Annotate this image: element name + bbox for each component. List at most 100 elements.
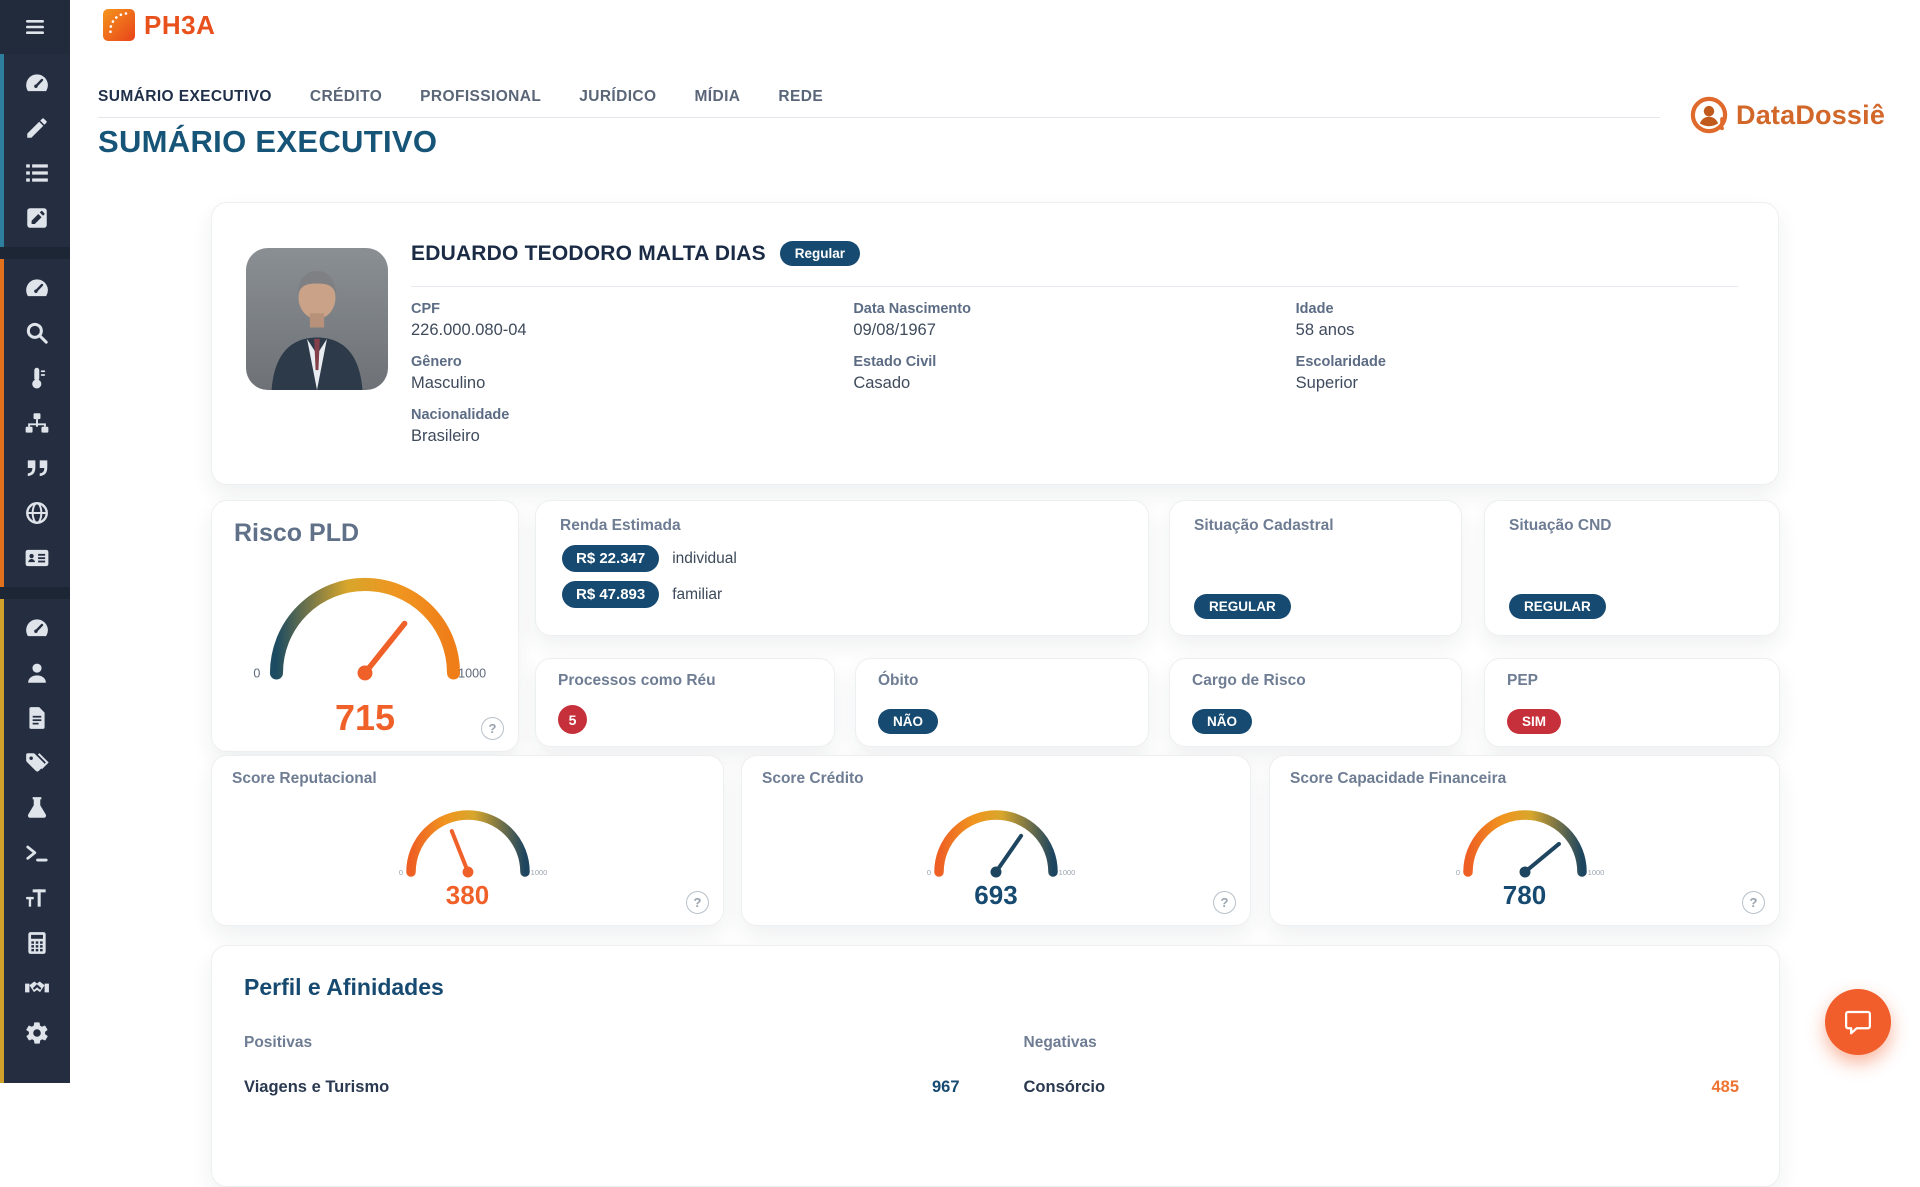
sidebar-item-terminal[interactable] xyxy=(22,839,52,867)
menu-button[interactable] xyxy=(0,0,70,54)
person-status-badge: Regular xyxy=(779,241,861,266)
pep-card: PEP SIM xyxy=(1484,658,1780,747)
processos-reu-count: 5 xyxy=(558,705,587,734)
processos-reu-title: Processos como Réu xyxy=(558,672,716,689)
datadossie-logo: DataDossiê xyxy=(1688,94,1885,136)
ph3a-logo[interactable]: PH3A xyxy=(102,8,215,42)
sidebar-item-dashboard[interactable] xyxy=(22,69,52,97)
score-capacidade-financeira-gauge: 0 1000 xyxy=(1455,810,1604,878)
perfil-afinidades-card: Perfil e Afinidades Positivas Viagens e … xyxy=(211,945,1780,1187)
sidebar-group-1 xyxy=(0,54,70,247)
svg-text:0: 0 xyxy=(1455,868,1459,877)
cargo-risco-title: Cargo de Risco xyxy=(1192,672,1306,689)
renda-familiar-amount: R$ 47.893 xyxy=(562,581,660,608)
sidebar-item-thermometer[interactable] xyxy=(22,364,52,392)
hamburger-icon xyxy=(26,20,44,34)
person-photo xyxy=(246,248,388,390)
sidebar-item-dashboard-2[interactable] xyxy=(22,274,52,302)
sidebar-item-sitemap[interactable] xyxy=(22,409,52,437)
section-tabs: SUMÁRIO EXECUTIVO CRÉDITO PROFISSIONAL J… xyxy=(98,88,823,106)
sidebar-item-dashboard-3[interactable] xyxy=(22,614,52,642)
help-icon[interactable]: ? xyxy=(1213,891,1236,914)
tags-icon xyxy=(26,753,49,772)
person-fields: CPF 226.000.080-04 Data Nascimento 09/08… xyxy=(411,301,1738,446)
help-icon[interactable]: ? xyxy=(481,717,504,740)
page-title: SUMÁRIO EXECUTIVO xyxy=(98,124,438,159)
svg-text:1000: 1000 xyxy=(1587,868,1604,877)
negativas-header: Negativas xyxy=(1023,1034,1097,1051)
sidebar-item-text-size[interactable] xyxy=(22,884,52,912)
thermometer-icon xyxy=(32,367,46,389)
sidebar-divider xyxy=(0,587,70,599)
renda-individual-amount: R$ 22.347 xyxy=(562,545,660,572)
renda-familiar-row: R$ 47.893 familiar xyxy=(562,581,737,608)
tab-juridico[interactable]: JURÍDICO xyxy=(579,88,657,105)
score-reputacional-gauge: 0 1000 xyxy=(398,810,547,878)
sidebar-item-handshake[interactable] xyxy=(22,974,52,1002)
chat-button[interactable] xyxy=(1825,989,1891,1055)
list-icon xyxy=(26,164,48,182)
situacao-cadastral-badge: REGULAR xyxy=(1194,594,1291,619)
risco-pld-value: 715 xyxy=(334,697,396,738)
sidebar-item-globe[interactable] xyxy=(22,499,52,527)
sidebar-item-tags[interactable] xyxy=(22,749,52,777)
person-divider xyxy=(411,286,1738,287)
sidebar-item-document[interactable] xyxy=(22,704,52,732)
perfil-afinidades-title: Perfil e Afinidades xyxy=(244,974,444,1000)
tab-sumario-executivo[interactable]: SUMÁRIO EXECUTIVO xyxy=(98,88,272,105)
svg-text:0: 0 xyxy=(253,667,260,681)
pep-title: PEP xyxy=(1507,672,1539,689)
sidebar-group-3 xyxy=(0,599,70,1083)
sidebar-item-id-card[interactable] xyxy=(22,544,52,572)
help-icon[interactable]: ? xyxy=(686,891,709,914)
dashboard-icon xyxy=(26,619,48,637)
quotes-icon xyxy=(27,460,48,477)
risco-pld-card: Risco PLD 0 1000 715 ? xyxy=(211,500,519,752)
gauge-needle xyxy=(449,829,473,878)
situacao-cadastral-card: Situação Cadastral REGULAR xyxy=(1169,500,1462,636)
tab-profissional[interactable]: PROFISSIONAL xyxy=(420,88,542,105)
sidebar-item-note-edit[interactable] xyxy=(22,204,52,232)
sidebar-item-calculator[interactable] xyxy=(22,929,52,957)
note-edit-icon xyxy=(27,208,47,228)
sidebar-item-quotes[interactable] xyxy=(22,454,52,482)
obito-card: Óbito NÃO xyxy=(855,658,1149,747)
help-icon[interactable]: ? xyxy=(1742,891,1765,914)
cargo-risco-badge: NÃO xyxy=(1192,709,1252,734)
score-reputacional-card: Score Reputacional 0 1000 380 ? xyxy=(211,755,724,926)
sidebar-item-flask[interactable] xyxy=(22,794,52,822)
field-cpf: CPF 226.000.080-04 xyxy=(411,301,527,339)
sidebar-item-list[interactable] xyxy=(22,159,52,187)
pep-badge: SIM xyxy=(1507,709,1562,734)
tab-midia[interactable]: MÍDIA xyxy=(694,88,741,105)
sidebar-item-edit[interactable] xyxy=(22,114,52,142)
svg-text:1000: 1000 xyxy=(458,667,486,681)
situacao-cnd-card: Situação CND REGULAR xyxy=(1484,500,1780,636)
handshake-icon xyxy=(25,981,49,993)
sidebar-item-user[interactable] xyxy=(22,659,52,687)
gauge-needle xyxy=(990,833,1024,878)
perfil-positivas-column: Positivas Viagens e Turismo 967 xyxy=(244,1034,960,1097)
person-name: EDUARDO TEODORO MALTA DIAS xyxy=(411,241,766,265)
tab-rede[interactable]: REDE xyxy=(778,88,824,105)
chat-bubble-icon xyxy=(1845,1010,1871,1035)
svg-text:1000: 1000 xyxy=(530,868,547,877)
risco-pld-gauge: 0 1000 xyxy=(253,577,486,681)
datadossie-logo-text: DataDossiê xyxy=(1736,99,1886,130)
svg-text:0: 0 xyxy=(398,868,402,877)
person-portrait-illustration xyxy=(271,270,363,390)
id-card-icon xyxy=(25,549,49,567)
obito-title: Óbito xyxy=(878,672,919,689)
calculator-icon xyxy=(28,932,46,954)
score-credito-title: Score Crédito xyxy=(762,770,864,787)
sidebar-item-search[interactable] xyxy=(22,319,52,347)
tabs-divider xyxy=(98,117,1660,118)
gauge-needle xyxy=(1519,841,1561,878)
field-data-nascimento: Data Nascimento 09/08/1967 xyxy=(853,301,971,339)
tab-credito[interactable]: CRÉDITO xyxy=(309,88,383,105)
terminal-icon xyxy=(26,845,48,862)
score-capacidade-financeira-value: 780 xyxy=(1502,880,1547,910)
sidebar-item-settings[interactable] xyxy=(22,1019,52,1047)
globe-icon xyxy=(26,502,48,524)
situacao-cnd-badge: REGULAR xyxy=(1509,594,1606,619)
